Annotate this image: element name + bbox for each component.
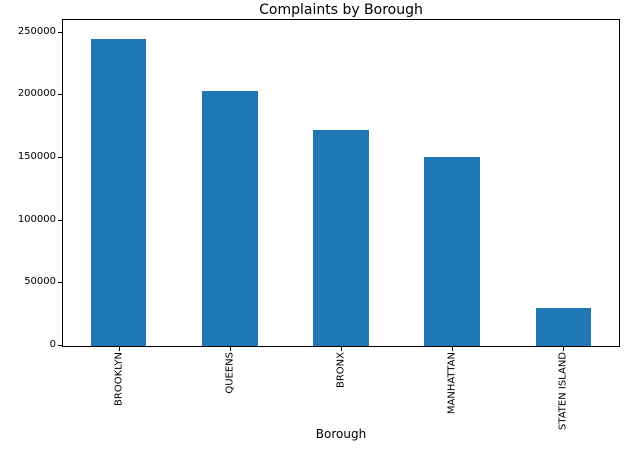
x-tick-label-brooklyn: BROOKLYN	[113, 352, 125, 406]
y-tick-label-100000: 100000	[17, 213, 56, 225]
y-tick-label-250000: 250000	[17, 25, 56, 37]
bar-queens	[202, 91, 258, 346]
x-tick-label-queens: QUEENS	[224, 352, 236, 394]
y-tick-mark-150000	[58, 156, 62, 158]
x-axis-title: Borough	[315, 427, 367, 441]
bar-staten-island	[535, 308, 592, 346]
bar-brooklyn	[90, 38, 147, 346]
x-tick-label-staten-island: STATEN ISLAND	[557, 352, 569, 430]
x-tick-mark-bronx	[341, 347, 342, 351]
y-tick-mark-0	[58, 345, 62, 346]
y-tick-mark-100000	[58, 219, 62, 221]
chart-title: Complaints by Borough	[259, 2, 423, 18]
y-tick-mark-50000	[58, 282, 62, 284]
plot-area	[62, 19, 620, 347]
x-tick-label-manhattan: MANHATTAN	[446, 352, 458, 415]
bar-bronx	[313, 130, 369, 346]
y-tick-label-150000: 150000	[17, 150, 56, 162]
y-tick-label-50000: 50000	[24, 276, 56, 288]
x-tick-mark-staten-island	[563, 347, 565, 351]
x-tick-mark-queens	[229, 347, 231, 351]
y-tick-label-0: 0	[49, 339, 56, 350]
x-tick-mark-manhattan	[452, 347, 454, 351]
x-tick-mark-brooklyn	[118, 347, 120, 351]
x-tick-label-bronx: BRONX	[335, 352, 347, 389]
y-tick-mark-200000	[58, 94, 62, 96]
y-tick-label-200000: 200000	[17, 88, 56, 100]
y-tick-mark-250000	[58, 31, 62, 33]
bar-manhattan	[424, 156, 480, 346]
